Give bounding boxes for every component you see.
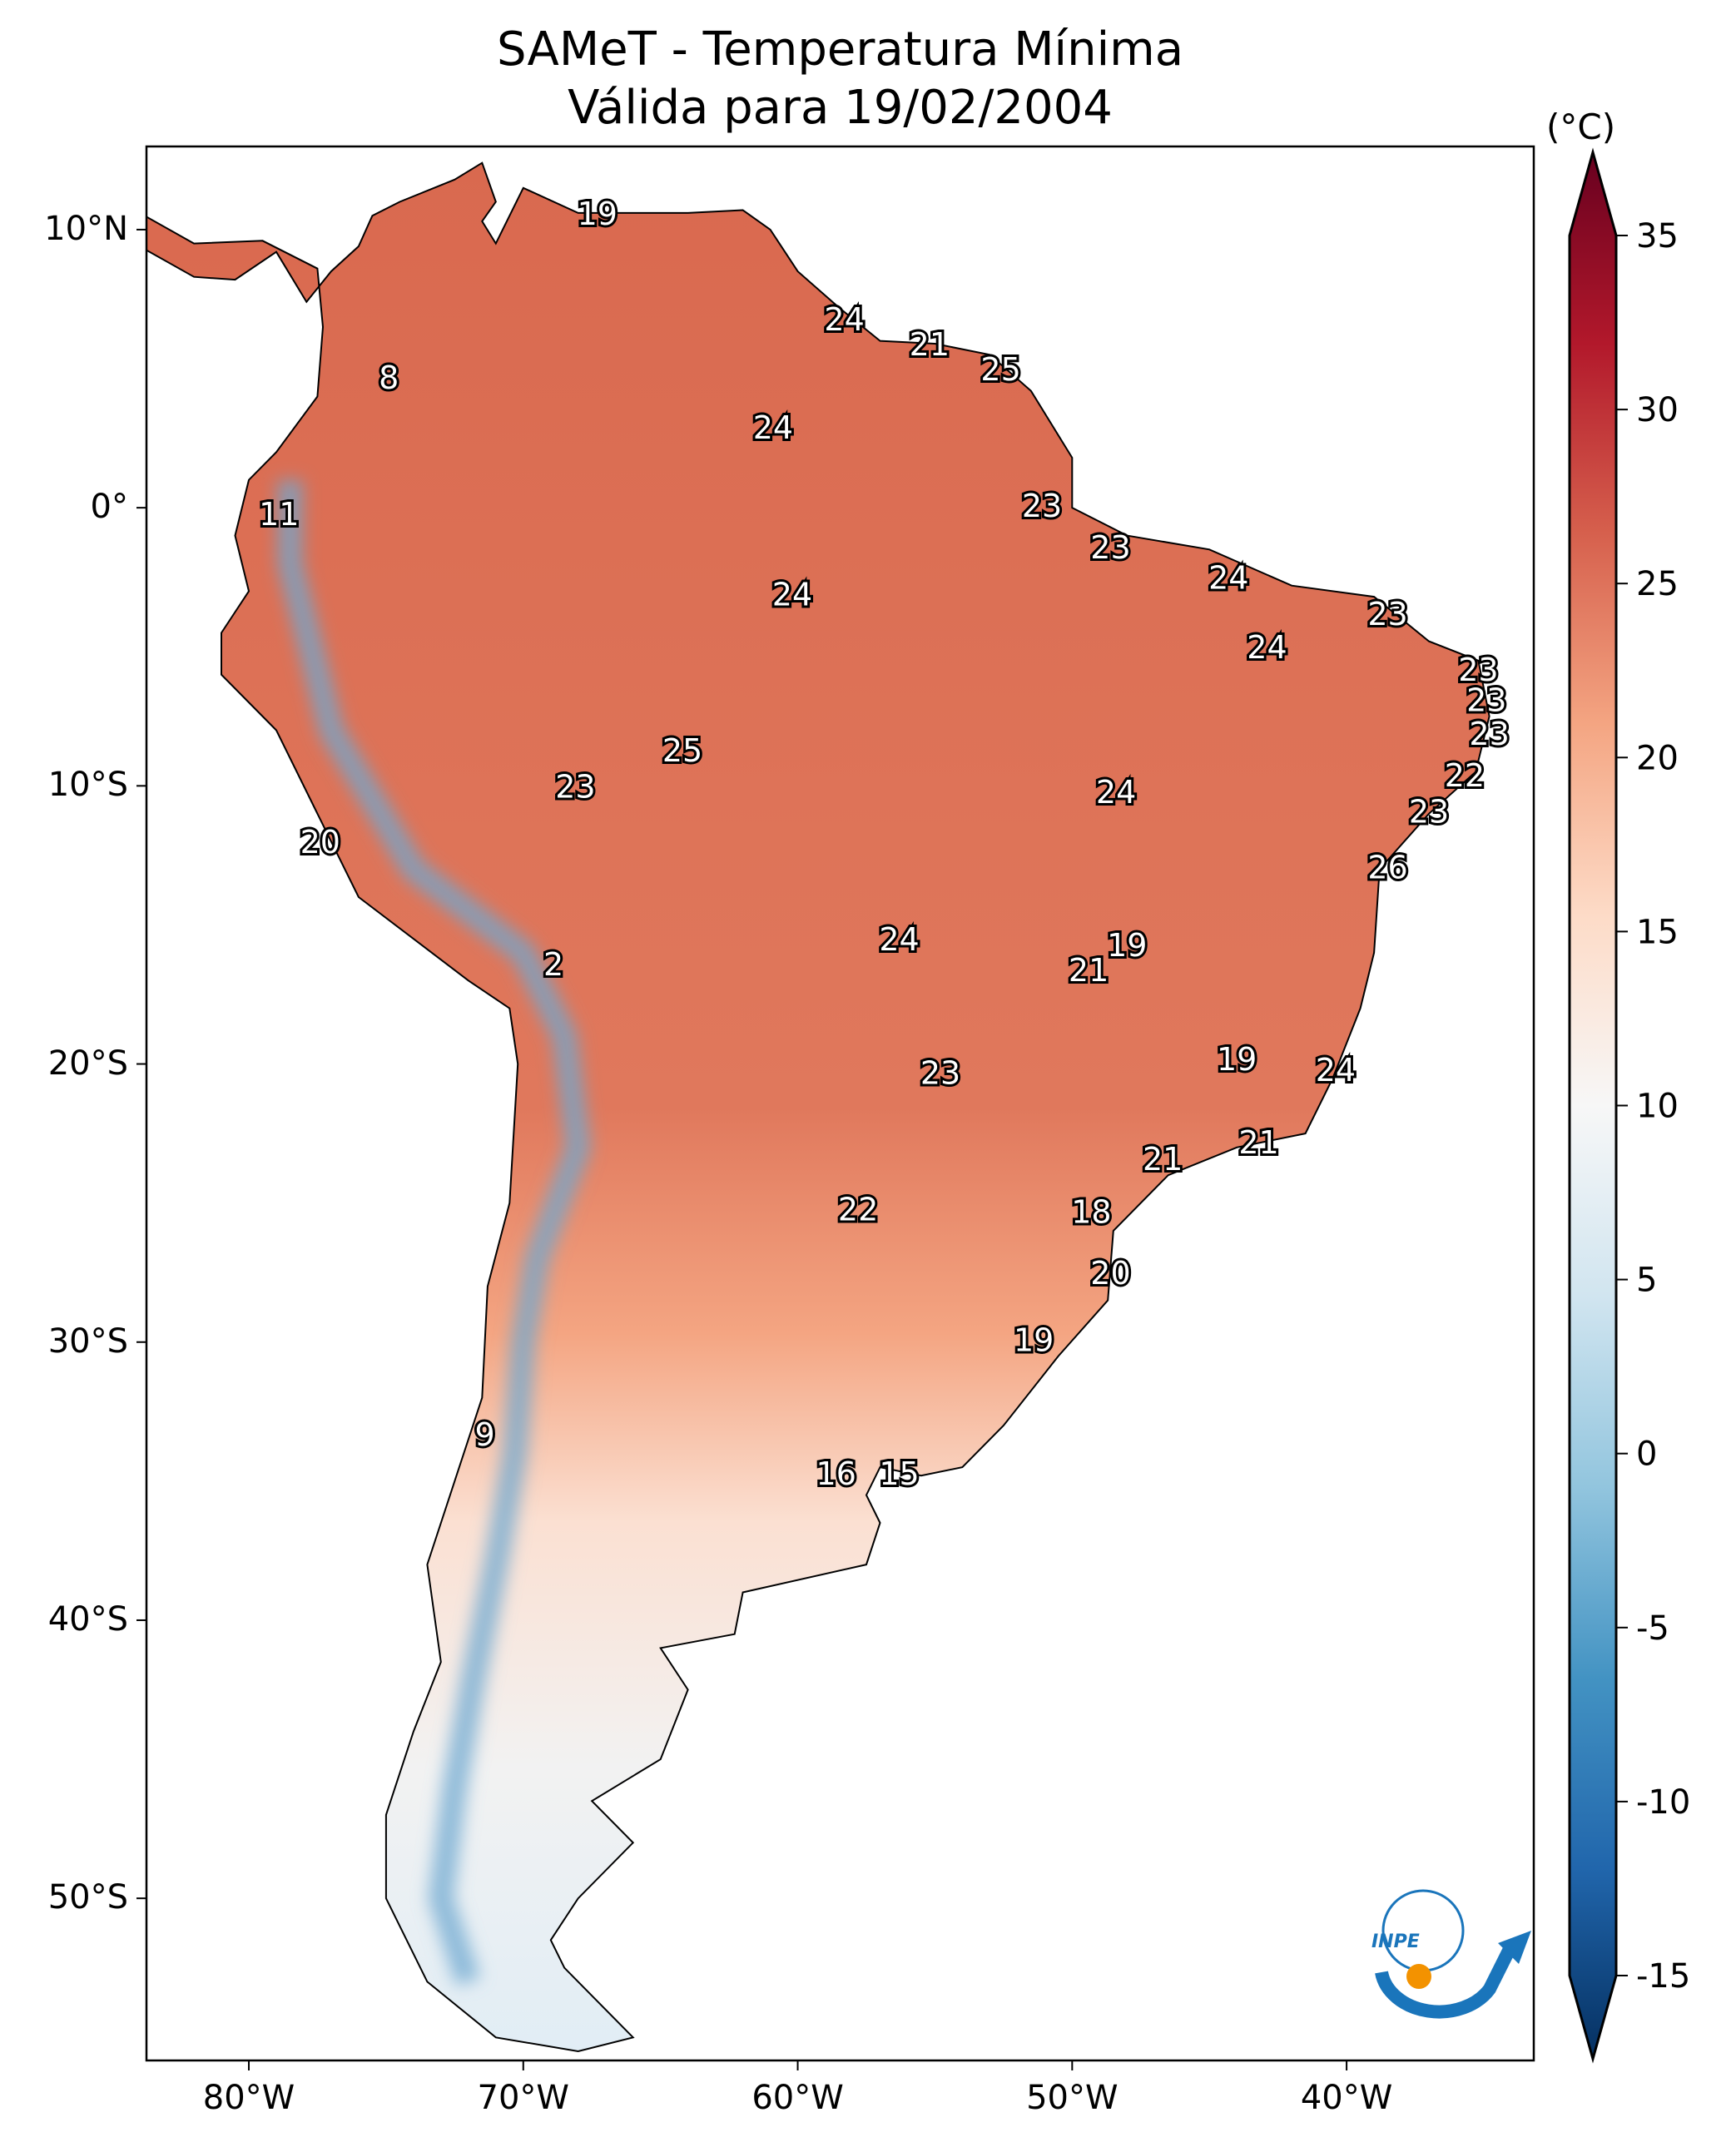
lon-tick-label: 60°W xyxy=(751,2079,844,2117)
colorbar-tick-label: 10 xyxy=(1636,1088,1679,1126)
colorbar-tick-label: 15 xyxy=(1636,913,1679,951)
station-label: 24 xyxy=(824,301,864,338)
lon-tick-label: 50°W xyxy=(1026,2079,1118,2117)
station-label: 9 xyxy=(475,1416,495,1453)
station-label: 24 xyxy=(1316,1052,1356,1088)
lat-tick-label: 40°S xyxy=(47,1599,128,1639)
station-label: 19 xyxy=(1014,1321,1054,1358)
station-label: 25 xyxy=(662,732,702,769)
station-label: 23 xyxy=(1409,793,1449,830)
axis-tick-marks xyxy=(136,228,1348,2070)
station-label: 11 xyxy=(259,496,299,533)
colorbar-ticks: 35 30 25 20 15 10 5 0 -5 -10 -15 xyxy=(1616,217,1690,1996)
station-label: 19 xyxy=(578,196,618,232)
lon-tick-label: 80°W xyxy=(202,2079,295,2117)
colorbar-tick-label: 0 xyxy=(1636,1435,1657,1474)
svg-text:INPE: INPE xyxy=(1371,1931,1420,1952)
station-label: 23 xyxy=(1458,652,1498,688)
station-label: 23 xyxy=(1090,529,1130,566)
lon-tick-label: 70°W xyxy=(477,2079,569,2117)
lat-tick-label: 10°S xyxy=(47,766,128,805)
station-label: 22 xyxy=(1445,757,1485,794)
station-label: 24 xyxy=(879,921,919,958)
station-label: 24 xyxy=(772,577,812,613)
map-frame xyxy=(145,145,1535,2062)
station-label: 24 xyxy=(753,409,793,446)
lat-tick-label: 20°S xyxy=(47,1044,128,1083)
colorbar-tick-label: 25 xyxy=(1636,565,1679,603)
station-label: 24 xyxy=(1247,629,1287,666)
station-label: 20 xyxy=(1090,1255,1130,1292)
colorbar-tick-label: -10 xyxy=(1636,1783,1690,1822)
station-label: 25 xyxy=(980,351,1020,388)
lon-tick-label: 40°W xyxy=(1300,2079,1393,2117)
station-label: 8 xyxy=(379,359,399,396)
station-label: 26 xyxy=(1367,849,1407,885)
colorbar-tick-label: -5 xyxy=(1636,1609,1669,1648)
station-label: 23 xyxy=(920,1055,960,1092)
station-label: 21 xyxy=(1143,1141,1183,1178)
colorbar-tick-label: 35 xyxy=(1636,217,1679,255)
colorbar-tick-label: 20 xyxy=(1636,739,1679,777)
colorbar-unit: (°C) xyxy=(1546,107,1616,147)
station-label: 23 xyxy=(1466,682,1506,719)
station-label: 24 xyxy=(1208,560,1248,597)
station-label: 18 xyxy=(1071,1194,1111,1231)
station-label: 15 xyxy=(879,1455,919,1492)
lat-tick-label: 30°S xyxy=(47,1321,128,1361)
station-label: 20 xyxy=(300,824,340,860)
station-label: 19 xyxy=(1217,1041,1257,1078)
colorbar-tick-label: -15 xyxy=(1636,1957,1690,1996)
station-label: 23 xyxy=(1367,596,1407,632)
lat-tick-label: 0° xyxy=(90,488,128,527)
station-label: 19 xyxy=(1107,927,1147,964)
colorbar-tick-label: 5 xyxy=(1636,1262,1657,1300)
colorbar xyxy=(1568,147,1618,2064)
station-label: 21 xyxy=(1238,1124,1278,1161)
station-label: 23 xyxy=(555,768,595,805)
colorbar-tick-label: 30 xyxy=(1636,391,1679,429)
andes-cold-band xyxy=(277,479,592,1986)
map-subtitle: Válida para 19/02/2004 xyxy=(568,81,1113,135)
station-label: 21 xyxy=(910,326,950,363)
station-label: 2 xyxy=(543,946,563,983)
station-label: 16 xyxy=(816,1455,856,1492)
station-label: 21 xyxy=(1069,952,1109,989)
south-america-land xyxy=(146,161,1490,2053)
station-label: 23 xyxy=(1022,488,1062,524)
station-label: 23 xyxy=(1469,716,1509,752)
inpe-logo: INPE xyxy=(1371,1889,1531,2019)
map-title: SAMeT - Temperatura Mínima xyxy=(496,22,1184,77)
lat-tick-label: 10°N xyxy=(44,209,128,248)
station-label: 22 xyxy=(838,1191,878,1227)
lat-tick-label: 50°S xyxy=(47,1878,128,1917)
station-label: 24 xyxy=(1096,774,1136,811)
